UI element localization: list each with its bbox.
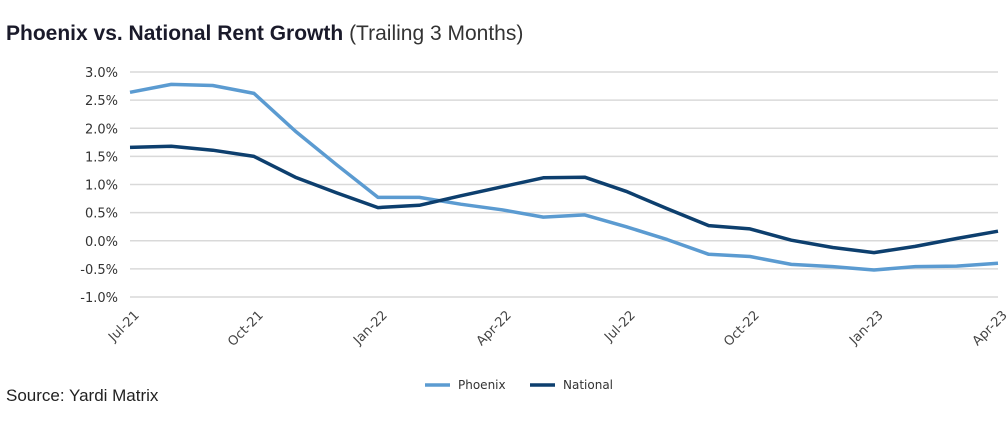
x-tick-label: Jul-22 xyxy=(601,308,638,345)
y-tick-label: 0.5% xyxy=(85,207,118,222)
source-note: Source: Yardi Matrix xyxy=(6,386,159,405)
legend-label-phoenix: Phoenix xyxy=(458,378,506,392)
x-axis-ticks: Jul-21 Oct-21 Jan-22 Apr-22 Jul-22 Oct-22 Jan-… xyxy=(105,308,1007,350)
series-line-national xyxy=(129,144,999,255)
x-tick-label: Oct-22 xyxy=(721,308,763,350)
x-tick-label: Jan-23 xyxy=(846,308,887,349)
y-tick-label: 3.0% xyxy=(85,66,118,81)
series-line-phoenix xyxy=(129,82,999,272)
x-tick-label: Jan-22 xyxy=(350,308,391,349)
chart-title-sub: (Trailing 3 Months) xyxy=(349,22,524,45)
x-tick-label: Apr-23 xyxy=(970,308,1007,349)
y-axis-ticks: 3.0% 2.5% 2.0% 1.5% 1.0% 0.5% 0.0% -0.5% -1.0% xyxy=(80,66,118,306)
legend-label-national: National xyxy=(563,378,613,392)
x-tick-label: Oct-21 xyxy=(225,308,267,350)
y-tick-label: -1.0% xyxy=(80,291,118,306)
gridlines xyxy=(130,71,998,298)
chart-title: Phoenix vs. National Rent Growth (Traili… xyxy=(6,22,523,46)
y-tick-label: 1.0% xyxy=(85,179,118,194)
legend: Phoenix National xyxy=(425,378,613,392)
y-tick-label: 1.5% xyxy=(85,150,118,165)
x-tick-label: Jul-21 xyxy=(105,308,142,345)
series-lines xyxy=(129,82,999,272)
x-tick-label: Apr-22 xyxy=(474,308,515,349)
y-tick-label: 0.0% xyxy=(85,235,118,250)
y-tick-label: 2.5% xyxy=(85,94,118,109)
y-tick-label: -0.5% xyxy=(80,263,118,278)
chart-title-main: Phoenix vs. National Rent Growth xyxy=(6,22,344,45)
y-tick-label: 2.0% xyxy=(85,122,118,137)
